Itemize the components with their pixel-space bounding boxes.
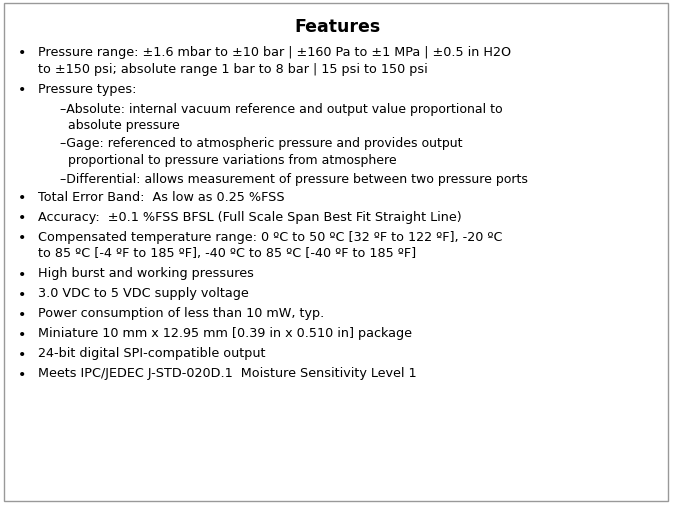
Text: Accuracy:  ±0.1 %FSS BFSL (Full Scale Span Best Fit Straight Line): Accuracy: ±0.1 %FSS BFSL (Full Scale Spa… [38, 211, 462, 224]
Text: •: • [18, 267, 26, 281]
Text: to ±150 psi; absolute range 1 bar to 8 bar | 15 psi to 150 psi: to ±150 psi; absolute range 1 bar to 8 b… [38, 63, 428, 75]
Text: Pressure types:: Pressure types: [38, 82, 137, 95]
Text: •: • [18, 347, 26, 361]
Text: •: • [18, 367, 26, 381]
Text: proportional to pressure variations from atmosphere: proportional to pressure variations from… [60, 154, 396, 167]
Text: Compensated temperature range: 0 ºC to 50 ºC [32 ºF to 122 ºF], -20 ºC: Compensated temperature range: 0 ºC to 5… [38, 231, 503, 243]
Text: Total Error Band:  As low as 0.25 %FSS: Total Error Band: As low as 0.25 %FSS [38, 190, 284, 204]
Text: Features: Features [294, 18, 380, 36]
Text: Power consumption of less than 10 mW, typ.: Power consumption of less than 10 mW, ty… [38, 307, 324, 320]
Text: Miniature 10 mm x 12.95 mm [0.39 in x 0.510 in] package: Miniature 10 mm x 12.95 mm [0.39 in x 0.… [38, 327, 412, 340]
Text: –Gage: referenced to atmospheric pressure and provides output: –Gage: referenced to atmospheric pressur… [60, 137, 462, 150]
FancyBboxPatch shape [4, 4, 668, 501]
Text: •: • [18, 190, 26, 205]
Text: •: • [18, 287, 26, 301]
Text: •: • [18, 231, 26, 244]
Text: to 85 ºC [-4 ºF to 185 ºF], -40 ºC to 85 ºC [-40 ºF to 185 ºF]: to 85 ºC [-4 ºF to 185 ºF], -40 ºC to 85… [38, 247, 416, 260]
Text: Pressure range: ±1.6 mbar to ±10 bar | ±160 Pa to ±1 MPa | ±0.5 in H2O: Pressure range: ±1.6 mbar to ±10 bar | ±… [38, 46, 511, 59]
Text: –Absolute: internal vacuum reference and output value proportional to: –Absolute: internal vacuum reference and… [60, 103, 503, 115]
Text: Meets IPC/JEDEC J-STD-020D.1  Moisture Sensitivity Level 1: Meets IPC/JEDEC J-STD-020D.1 Moisture Se… [38, 367, 417, 380]
Text: High burst and working pressures: High burst and working pressures [38, 267, 254, 280]
Text: •: • [18, 46, 26, 60]
Text: •: • [18, 307, 26, 321]
Text: 24-bit digital SPI-compatible output: 24-bit digital SPI-compatible output [38, 347, 266, 360]
Text: •: • [18, 82, 26, 96]
Text: •: • [18, 327, 26, 341]
Text: 3.0 VDC to 5 VDC supply voltage: 3.0 VDC to 5 VDC supply voltage [38, 287, 249, 300]
Text: absolute pressure: absolute pressure [60, 119, 180, 132]
Text: –Differential: allows measurement of pressure between two pressure ports: –Differential: allows measurement of pre… [60, 172, 528, 185]
Text: •: • [18, 211, 26, 225]
